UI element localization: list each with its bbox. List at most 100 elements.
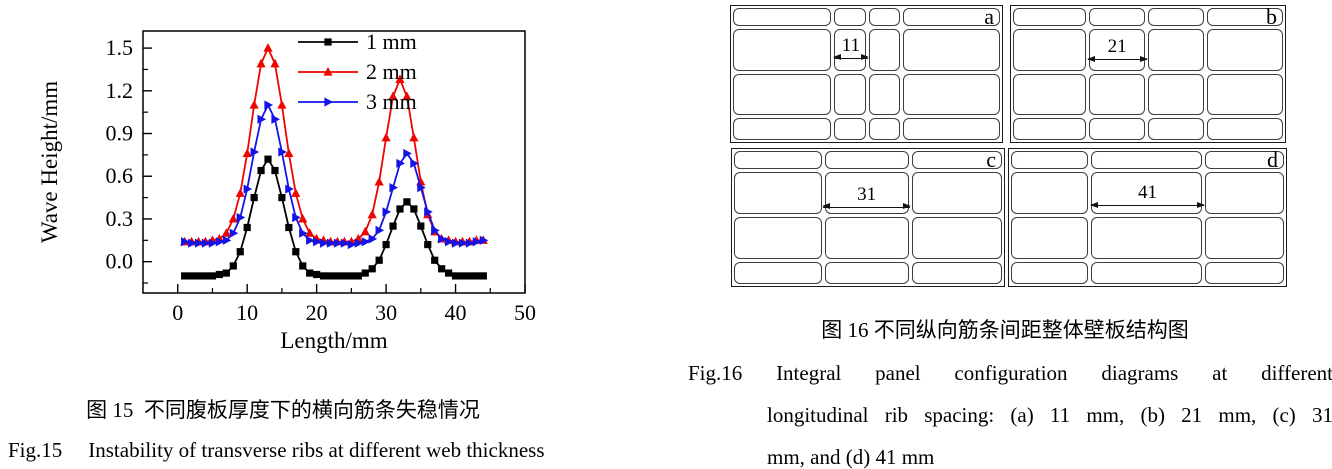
panel-cell: [1148, 73, 1205, 115]
panel-cell: [834, 73, 867, 115]
panel-c: c 31: [731, 148, 1005, 287]
legend-item-1-mm: 1 mm: [298, 29, 417, 54]
panel-cell: [903, 117, 1000, 140]
y-axis: 0.0 0.3 0.6 0.9 1.2 1.5: [106, 35, 152, 284]
panel-label: b: [1266, 4, 1277, 29]
svg-text:1.2: 1.2: [106, 78, 134, 103]
legend-item-3-mm: 3 mm: [298, 89, 417, 114]
fig15-caption-text: Instability of transverse ribs at differ…: [88, 438, 545, 462]
panel-cell: [733, 117, 832, 140]
fig16-caption-line3: mm, and (d) 41 mm: [767, 445, 935, 469]
panel-cell: [834, 28, 867, 71]
panel-cell: [1011, 261, 1089, 284]
panel-cell: [734, 151, 822, 169]
panel-cell: [824, 151, 909, 169]
panel-cell: [1207, 73, 1283, 115]
dimension-arrow-icon: [832, 54, 869, 61]
panel-cell: [733, 73, 832, 115]
panel-cell: [733, 28, 832, 71]
panel-cell: [1091, 171, 1203, 215]
wave-height-chart: 0 10 20 30 40 50 Length/mm 0.0 0.3 0.6 0.9 1.2 1.5 Wa…: [37, 29, 536, 353]
panel-cell: [903, 73, 1000, 115]
panel-cell: [1207, 28, 1283, 71]
fig15-caption-label: Fig.15: [8, 438, 63, 462]
panel-cell: [911, 217, 1002, 259]
fig16-caption-zh: 图 16 不同纵向筋条间距整体壁板结构图: [821, 318, 1189, 342]
panel-cell: [1013, 117, 1087, 140]
panel-label: a: [984, 4, 994, 29]
svg-text:Wave Height/mm: Wave Height/mm: [37, 81, 62, 243]
panel-cell: [1013, 73, 1087, 115]
panel-cell: [834, 8, 867, 26]
x-axis: 0 10 20 30 40 50: [172, 284, 536, 325]
panel-cell: [1148, 28, 1205, 71]
panel-cell: [734, 261, 822, 284]
panel-cell: [1011, 151, 1089, 169]
panel-cell: [1205, 261, 1284, 284]
svg-text:1.5: 1.5: [106, 35, 134, 60]
panel-cell: [1091, 217, 1203, 259]
svg-text:50: 50: [514, 300, 536, 325]
panel-cell: [869, 73, 901, 115]
panel-cell: [1013, 8, 1087, 26]
svg-text:30: 30: [375, 300, 397, 325]
dimension-value: 31: [857, 183, 877, 205]
panel-cell: [834, 117, 867, 140]
fig15-caption-zh: 图 15 不同腹板厚度下的横向筋条失稳情况: [86, 398, 480, 422]
panel-cell: [733, 8, 832, 26]
dimension-arrow-icon: [1089, 201, 1205, 208]
fig16-caption-en: Fig.16 Integral panel configuration diag…: [688, 352, 1332, 469]
panel-b: b 21: [1010, 5, 1286, 143]
dimension-value: 21: [1107, 36, 1127, 58]
panel-cell: [1148, 8, 1205, 26]
svg-text:0.9: 0.9: [106, 121, 134, 146]
panel-cell: [903, 28, 1000, 71]
panel-cell: [869, 28, 901, 71]
fig15-caption-en: Fig.15 Instability of transverse ribs at …: [8, 438, 545, 463]
dimension-value: 11: [841, 34, 861, 56]
panel-d: d 41: [1008, 148, 1287, 287]
svg-text:0.0: 0.0: [106, 249, 134, 274]
panel-cell: [1091, 151, 1203, 169]
panel-cell: [824, 261, 909, 284]
fig16-caption-label: Fig.16: [688, 361, 743, 385]
svg-text:0: 0: [172, 300, 183, 325]
panel-cell: [911, 261, 1002, 284]
dimension-value: 41: [1137, 182, 1157, 204]
svg-text:2 mm: 2 mm: [366, 59, 417, 84]
fig16-caption-line2: longitudinal rib spacing: (a) 11 mm, (b)…: [767, 403, 1332, 427]
panel-cell: [1205, 171, 1284, 215]
dimension-arrow-icon: [1086, 55, 1148, 62]
svg-text:0.6: 0.6: [106, 163, 134, 188]
svg-text:0.3: 0.3: [106, 206, 134, 231]
panel-cell: [1089, 28, 1146, 71]
panel-cell: [1013, 28, 1087, 71]
svg-text:Length/mm: Length/mm: [280, 328, 387, 353]
panel-cell: [1089, 73, 1146, 115]
panel-cell: [1205, 151, 1284, 169]
panel-cell: [1011, 171, 1089, 215]
dimension-annotation: 11: [832, 34, 869, 61]
panel-cell: [1089, 8, 1146, 26]
series-2-mm: [180, 43, 488, 246]
panel-cell: [869, 117, 901, 140]
dimension-annotation: 21: [1086, 36, 1148, 62]
fig16-caption-line1: Fig.16 Integral panel configuration diag…: [688, 352, 1332, 394]
panel-cell: [1011, 217, 1089, 259]
dimension-arrow-icon: [822, 203, 912, 210]
dimension-annotation: 31: [822, 183, 912, 210]
panel-label: d: [1267, 147, 1278, 172]
plot-frame: [142, 30, 526, 294]
panel-cell: [911, 151, 1002, 169]
dimension-annotation: 41: [1089, 182, 1205, 208]
svg-text:10: 10: [236, 300, 258, 325]
legend-item-2-mm: 2 mm: [298, 59, 417, 84]
panel-cell: [1091, 261, 1203, 284]
panel-cell: [1205, 217, 1284, 259]
panel-cell: [1207, 117, 1283, 140]
legend: 1 mm 2 mm 3 mm: [298, 29, 417, 114]
svg-text:40: 40: [445, 300, 467, 325]
panel-cell: [734, 171, 822, 215]
svg-text:1 mm: 1 mm: [366, 29, 417, 54]
